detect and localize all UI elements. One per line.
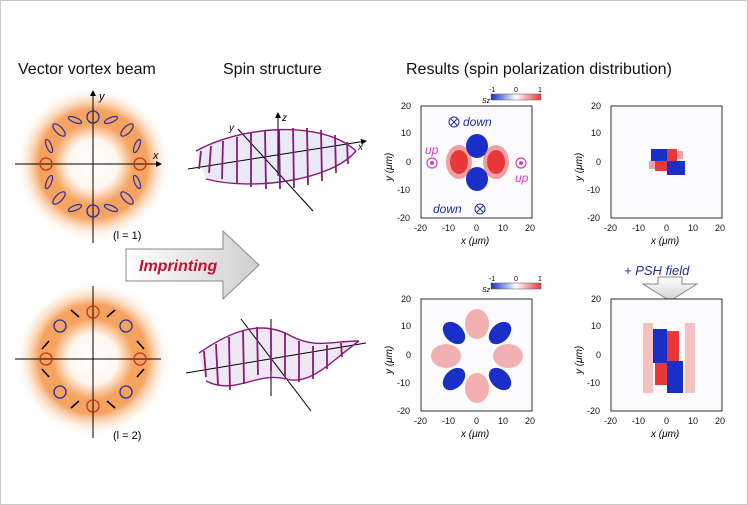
svg-text:10: 10 [591, 321, 601, 331]
svg-text:20: 20 [715, 223, 725, 233]
svg-text:0: 0 [664, 416, 669, 426]
svg-text:-10: -10 [442, 223, 455, 233]
svg-text:10: 10 [498, 223, 508, 233]
annotation-up: up [425, 143, 439, 157]
heading-vector-vortex-beam: Vector vortex beam [18, 61, 156, 78]
annotation-up: up [515, 171, 529, 185]
polarization-circle [119, 319, 133, 333]
imprinting-arrow: Imprinting [125, 229, 260, 301]
colorbar-tick: 0 [514, 276, 518, 283]
polarization-circle [86, 110, 100, 124]
svg-text:-10: -10 [632, 223, 645, 233]
svg-text:-20: -20 [414, 223, 427, 233]
plot-xlabel: x (μm) [650, 236, 679, 247]
svg-text:-20: -20 [397, 406, 410, 416]
beam-l1-label: (l = 1) [113, 230, 141, 242]
polarization-circle [86, 204, 100, 218]
svg-text:10: 10 [401, 128, 411, 138]
plot-ylabel: y (μm) [384, 346, 395, 375]
colorbar-tick: 1 [538, 276, 542, 283]
svg-text:-20: -20 [587, 213, 600, 223]
polarization-circle [39, 157, 53, 171]
svg-text:-10: -10 [587, 185, 600, 195]
svg-text:-20: -20 [604, 223, 617, 233]
svg-text:-10: -10 [442, 416, 455, 426]
spin-x-axis: x [357, 142, 364, 153]
spin-map-l2-psh: -20 -10 0 10 20 20 10 0 -10 -20 x (μm) y… [574, 294, 725, 440]
colorbar-tick: -1 [489, 276, 495, 283]
spin-map-l1: down down up up -20 -10 0 10 20 20 10 0 … [384, 101, 535, 247]
spin-structure-l1: y z x [187, 112, 367, 212]
svg-text:-10: -10 [587, 378, 600, 388]
colorbar-bottom: Sz -1 0 1 [482, 276, 542, 294]
svg-text:-20: -20 [397, 213, 410, 223]
beam-panel-l1: x y (l = 1) [15, 86, 171, 243]
plot-xlabel: x (μm) [460, 429, 489, 440]
svg-text:-10: -10 [397, 378, 410, 388]
svg-text:10: 10 [401, 321, 411, 331]
svg-text:10: 10 [688, 223, 698, 233]
colorbar-tick: 1 [538, 87, 542, 94]
polarization-circle [119, 385, 133, 399]
spin-z-axis: z [281, 113, 287, 124]
colorbar-title: Sz [482, 287, 491, 294]
svg-text:20: 20 [525, 223, 535, 233]
annotation-down: down [463, 115, 492, 129]
svg-text:-20: -20 [587, 406, 600, 416]
annotation-down: down [433, 202, 462, 216]
polarization-circle [133, 352, 147, 366]
heading-results: Results (spin polarization distribution) [406, 61, 672, 78]
plot-ylabel: y (μm) [384, 153, 395, 182]
colorbar-tick: -1 [489, 87, 495, 94]
svg-text:0: 0 [596, 350, 601, 360]
svg-text:0: 0 [474, 223, 479, 233]
plot-ylabel: y (μm) [574, 153, 585, 182]
beam-panel-l2: (l = 2) [15, 281, 171, 442]
spin-structure-l2 [185, 318, 367, 412]
colorbar-top: Sz -1 0 1 [482, 87, 542, 105]
plot-xlabel: x (μm) [460, 236, 489, 247]
heading-spin-structure: Spin structure [223, 61, 322, 78]
svg-text:20: 20 [591, 294, 601, 304]
svg-text:0: 0 [596, 157, 601, 167]
plot-ylabel: y (μm) [574, 346, 585, 375]
svg-text:-10: -10 [397, 185, 410, 195]
svg-text:20: 20 [401, 294, 411, 304]
svg-text:0: 0 [474, 416, 479, 426]
y-axis-label: y [98, 91, 106, 103]
psh-field-label: + PSH field [624, 263, 690, 278]
plot-xlabel: x (μm) [650, 429, 679, 440]
beam-l2-label: (l = 2) [113, 430, 141, 442]
polarization-circle [86, 399, 100, 413]
polarization-circle [86, 305, 100, 319]
svg-text:0: 0 [664, 223, 669, 233]
svg-text:-10: -10 [632, 416, 645, 426]
spin-map-l1-psh: -20 -10 0 10 20 20 10 0 -10 -20 x (μm) y… [574, 101, 725, 247]
polarization-circle [39, 352, 53, 366]
svg-text:10: 10 [688, 416, 698, 426]
svg-text:10: 10 [591, 128, 601, 138]
polarization-circle [53, 385, 67, 399]
svg-text:20: 20 [715, 416, 725, 426]
svg-text:20: 20 [591, 101, 601, 111]
svg-text:20: 20 [525, 416, 535, 426]
svg-text:0: 0 [406, 157, 411, 167]
spin-map-l2: -20 -10 0 10 20 20 10 0 -10 -20 x (μm) y… [384, 294, 535, 440]
polarization-circle [53, 319, 67, 333]
psh-field-arrow: + PSH field [624, 263, 699, 302]
imprinting-label: Imprinting [139, 258, 217, 275]
colorbar-title: Sz [482, 98, 491, 105]
svg-text:20: 20 [401, 101, 411, 111]
spin-y-axis: y [228, 123, 235, 134]
svg-text:10: 10 [498, 416, 508, 426]
svg-text:-20: -20 [604, 416, 617, 426]
svg-text:0: 0 [406, 350, 411, 360]
colorbar-tick: 0 [514, 87, 518, 94]
polarization-circle [133, 157, 147, 171]
x-axis-label: x [152, 150, 159, 162]
svg-text:-20: -20 [414, 416, 427, 426]
